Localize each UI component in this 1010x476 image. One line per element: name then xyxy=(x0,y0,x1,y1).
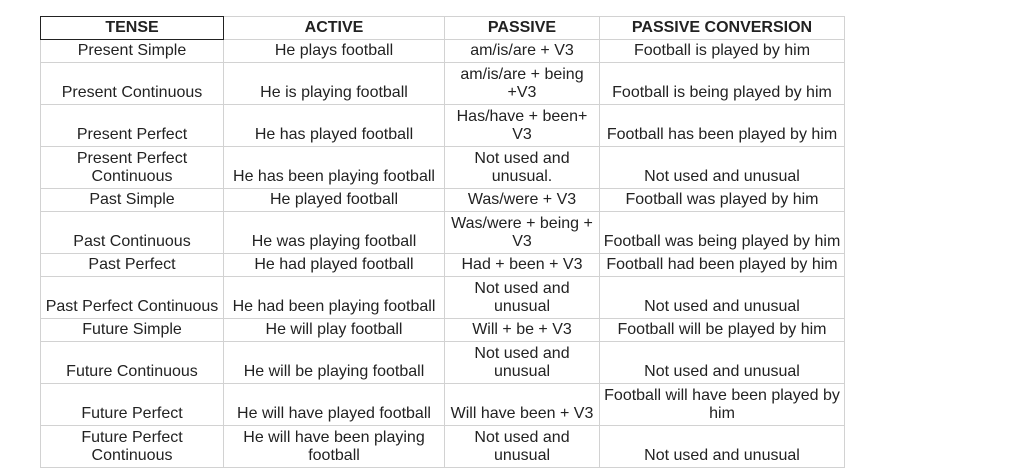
conversion-cell: Football was played by him xyxy=(599,188,845,212)
passive-cell: Had + been + V3 xyxy=(444,253,600,277)
tense-cell: Future Perfect Continuous xyxy=(40,425,224,468)
tense-cell: Past Perfect xyxy=(40,253,224,277)
table-row: Present Simple He plays football am/is/a… xyxy=(40,39,845,63)
active-cell: He has played football xyxy=(223,104,445,147)
active-cell: He was playing football xyxy=(223,211,445,254)
conversion-cell: Football has been played by him xyxy=(599,104,845,147)
tense-cell: Present Perfect xyxy=(40,104,224,147)
tense-cell: Future Perfect xyxy=(40,383,224,426)
active-cell: He will have been playing football xyxy=(223,425,445,468)
conversion-cell: Not used and unusual xyxy=(599,276,845,319)
tense-cell: Present Perfect Continuous xyxy=(40,146,224,189)
active-cell: He played football xyxy=(223,188,445,212)
tense-cell: Present Simple xyxy=(40,39,224,63)
tense-cell: Future Simple xyxy=(40,318,224,342)
header-passive: PASSIVE xyxy=(444,16,600,40)
conversion-cell: Football will be played by him xyxy=(599,318,845,342)
passive-cell: Will have been + V3 xyxy=(444,383,600,426)
table-row: Present Perfect Continuous He has been p… xyxy=(40,146,845,189)
passive-cell: Not used and unusual xyxy=(444,276,600,319)
active-cell: He had played football xyxy=(223,253,445,277)
tense-cell: Past Perfect Continuous xyxy=(40,276,224,319)
active-cell: He will be playing football xyxy=(223,341,445,384)
header-passive-conversion: PASSIVE CONVERSION xyxy=(599,16,845,40)
passive-cell: am/is/are + V3 xyxy=(444,39,600,63)
passive-cell: Not used and unusual. xyxy=(444,146,600,189)
table-row: Present Perfect He has played football H… xyxy=(40,104,845,147)
passive-cell: am/is/are + being +V3 xyxy=(444,62,600,105)
table-row: Past Continuous He was playing football … xyxy=(40,211,845,254)
table-row: Past Perfect He had played football Had … xyxy=(40,253,845,277)
active-cell: He plays football xyxy=(223,39,445,63)
table-row: Past Simple He played football Was/were … xyxy=(40,188,845,212)
passive-cell: Has/have + been+ V3 xyxy=(444,104,600,147)
table-row: Future Simple He will play football Will… xyxy=(40,318,845,342)
table-row: Future Perfect He will have played footb… xyxy=(40,383,845,426)
table-row: Present Continuous He is playing footbal… xyxy=(40,62,845,105)
tense-cell: Past Simple xyxy=(40,188,224,212)
active-cell: He will play football xyxy=(223,318,445,342)
tense-cell: Present Continuous xyxy=(40,62,224,105)
table-row: Future Perfect Continuous He will have b… xyxy=(40,425,845,468)
conversion-cell: Football will have been played by him xyxy=(599,383,845,426)
conversion-cell: Football is played by him xyxy=(599,39,845,63)
conversion-cell: Football is being played by him xyxy=(599,62,845,105)
active-cell: He had been playing football xyxy=(223,276,445,319)
conversion-cell: Not used and unusual xyxy=(599,425,845,468)
active-cell: He is playing football xyxy=(223,62,445,105)
tense-cell: Past Continuous xyxy=(40,211,224,254)
conversion-cell: Football had been played by him xyxy=(599,253,845,277)
table-row: Future Continuous He will be playing foo… xyxy=(40,341,845,384)
passive-cell: Was/were + being + V3 xyxy=(444,211,600,254)
conversion-cell: Not used and unusual xyxy=(599,341,845,384)
header-row: TENSE ACTIVE PASSIVE PASSIVE CONVERSION xyxy=(40,16,845,40)
conversion-cell: Football was being played by him xyxy=(599,211,845,254)
tense-cell: Future Continuous xyxy=(40,341,224,384)
passive-cell: Will + be + V3 xyxy=(444,318,600,342)
passive-cell: Not used and unusual xyxy=(444,341,600,384)
active-cell: He will have played football xyxy=(223,383,445,426)
table-row: Past Perfect Continuous He had been play… xyxy=(40,276,845,319)
tense-table: TENSE ACTIVE PASSIVE PASSIVE CONVERSION … xyxy=(40,16,845,468)
passive-cell: Not used and unusual xyxy=(444,425,600,468)
active-cell: He has been playing football xyxy=(223,146,445,189)
passive-cell: Was/were + V3 xyxy=(444,188,600,212)
header-tense: TENSE xyxy=(40,16,224,40)
header-active: ACTIVE xyxy=(223,16,445,40)
conversion-cell: Not used and unusual xyxy=(599,146,845,189)
